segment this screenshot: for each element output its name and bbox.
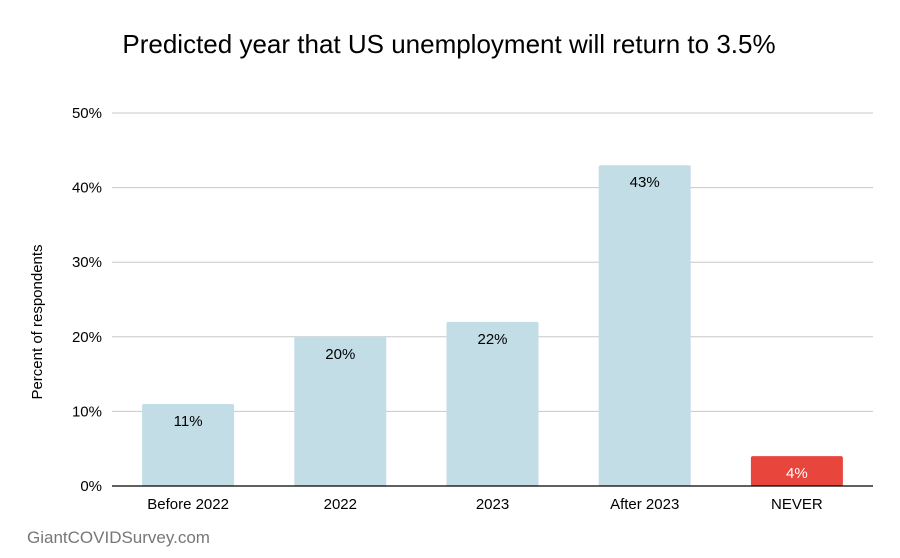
- y-tick-label: 0%: [80, 478, 102, 495]
- x-tick-label: NEVER: [771, 496, 823, 513]
- x-tick-label: 2023: [476, 496, 509, 513]
- y-axis-label: Percent of respondents: [29, 244, 46, 399]
- bar: [142, 403, 235, 486]
- gridlines: [112, 112, 873, 412]
- y-tick-label: 40%: [72, 180, 102, 197]
- data-labels: 11% 20% 22% 43% 4%: [174, 174, 808, 482]
- y-tick-label: 20%: [72, 329, 102, 346]
- y-tick-label: 30%: [72, 254, 102, 271]
- x-tick-label: After 2023: [610, 496, 679, 513]
- bar: [446, 321, 539, 486]
- chart-title: Predicted year that US unemployment will…: [122, 29, 775, 59]
- data-label: 22%: [477, 331, 507, 348]
- source-watermark: GiantCOVIDSurvey.com: [27, 528, 210, 547]
- y-tick-label: 50%: [72, 105, 102, 122]
- x-axis-ticks: Before 2022 2022 2023 After 2023 NEVER: [147, 496, 823, 513]
- data-label: 20%: [325, 346, 355, 363]
- bar: [598, 165, 691, 486]
- data-label: 4%: [786, 465, 808, 482]
- x-tick-label: Before 2022: [147, 496, 229, 513]
- bars: [142, 165, 843, 486]
- x-tick-label: 2022: [324, 496, 357, 513]
- data-label: 11%: [174, 413, 203, 430]
- y-tick-label: 10%: [72, 403, 102, 420]
- bar: [750, 456, 843, 486]
- y-axis-ticks: 0% 10% 20% 30% 40% 50%: [72, 105, 102, 495]
- data-label: 43%: [630, 174, 660, 191]
- bar: [294, 336, 387, 486]
